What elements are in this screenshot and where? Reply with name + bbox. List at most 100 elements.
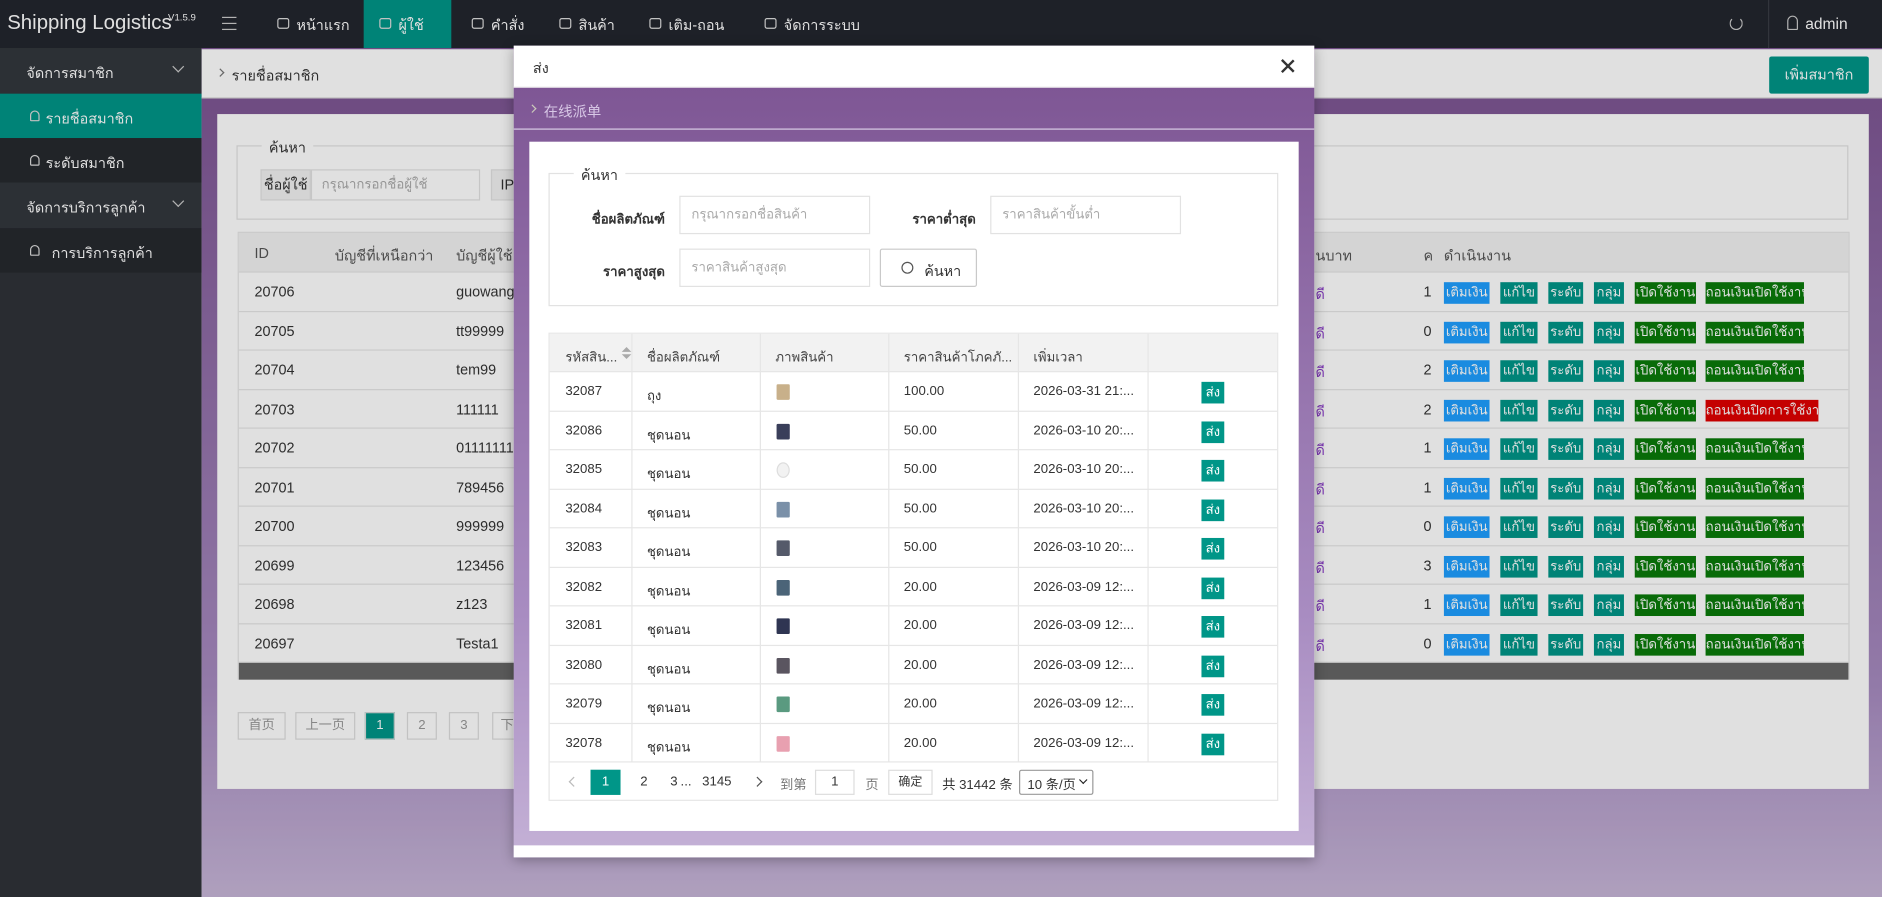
action-button[interactable]: เปิดใช้งาน <box>1634 360 1696 382</box>
nav-item[interactable]: สินค้า <box>544 0 635 48</box>
sidebar-group[interactable]: จัดการสมาชิก <box>0 48 202 94</box>
field-input[interactable]: ราคาสินค้าสูงสุด <box>679 248 871 287</box>
action-button[interactable]: ระดับ <box>1548 594 1584 617</box>
action-button[interactable]: เติมเงิน <box>1443 555 1490 577</box>
action-button[interactable]: กลุ่ม <box>1593 594 1624 617</box>
add-member-button[interactable]: เพิ่มสมาชิก <box>1769 56 1869 94</box>
last-page[interactable]: 3145 <box>702 774 732 789</box>
withdraw-button[interactable]: ถอนเงินปิดการใช้งาน <box>1705 399 1828 421</box>
action-button[interactable]: กลุ่ม <box>1593 321 1624 343</box>
send-button[interactable]: ส่ง <box>1201 616 1225 638</box>
sidebar-group[interactable]: จัดการบริการลูกค้า <box>0 182 202 229</box>
username-input[interactable]: กรุณากรอกชื่อผู้ใช้ <box>310 169 481 201</box>
withdraw-button[interactable]: ถอนเงินเปิดใช้งาน <box>1705 360 1810 382</box>
withdraw-button[interactable]: ถอนเงินเปิดใช้งาน <box>1705 438 1810 460</box>
action-button[interactable]: เติมเงิน <box>1443 477 1490 499</box>
withdraw-button[interactable]: ถอนเงินเปิดใช้งาน <box>1705 282 1810 304</box>
page-button[interactable]: 2 <box>640 774 648 789</box>
send-button[interactable]: ส่ง <box>1201 655 1225 677</box>
action-button[interactable]: แก้ไข <box>1500 633 1538 656</box>
action-button[interactable]: ระดับ <box>1548 555 1584 577</box>
action-button[interactable]: กลุ่ม <box>1593 438 1624 460</box>
action-button[interactable]: เปิดใช้งาน <box>1634 516 1696 538</box>
refresh-button[interactable] <box>1729 16 1743 31</box>
withdraw-button[interactable]: ถอนเงินเปิดใช้งาน <box>1705 594 1810 617</box>
action-button[interactable]: ระดับ <box>1548 516 1584 538</box>
nav-item[interactable]: จัดการระบบ <box>749 0 869 48</box>
action-button[interactable]: แก้ไข <box>1500 321 1538 343</box>
withdraw-button[interactable]: ถอนเงินเปิดใช้งาน <box>1705 477 1810 499</box>
action-button[interactable]: ระดับ <box>1548 633 1584 656</box>
action-button[interactable]: เปิดใช้งาน <box>1634 633 1696 656</box>
action-button[interactable]: เปิดใช้งาน <box>1634 399 1696 421</box>
nav-item[interactable]: ผู้ใช้ <box>363 0 452 49</box>
action-button[interactable]: เติมเงิน <box>1443 282 1490 304</box>
action-button[interactable]: แก้ไข <box>1500 438 1538 460</box>
action-button[interactable]: เติมเงิน <box>1443 321 1490 343</box>
confirm-button[interactable]: 确定 <box>888 769 933 795</box>
next-arrow[interactable] <box>752 776 763 787</box>
sidebar-item[interactable]: รายชื่อสมาชิก <box>0 93 202 139</box>
page-button[interactable]: 2 <box>406 712 437 740</box>
action-button[interactable]: เติมเงิน <box>1443 438 1490 460</box>
field-input[interactable]: ราคาสินค้าขั้นต่ำ <box>990 195 1182 235</box>
withdraw-button[interactable]: ถอนเงินเปิดใช้งาน <box>1705 516 1810 538</box>
action-button[interactable]: แก้ไข <box>1500 399 1538 421</box>
sidebar-item[interactable]: การบริการลูกค้า <box>0 228 202 273</box>
action-button[interactable]: แก้ไข <box>1500 594 1538 617</box>
field-input[interactable]: กรุณากรอกชื่อสินค้า <box>679 195 871 235</box>
nav-item[interactable]: คำสั่ง <box>456 0 535 48</box>
page-button[interactable]: 1 <box>364 712 395 740</box>
send-button[interactable]: ส่ง <box>1201 694 1225 716</box>
withdraw-button[interactable]: ถอนเงินเปิดใช้งาน <box>1705 555 1810 577</box>
nav-item[interactable]: หน้าแรก <box>262 0 362 48</box>
action-button[interactable]: เปิดใช้งาน <box>1634 438 1696 460</box>
action-button[interactable]: ระดับ <box>1548 360 1584 382</box>
close-button[interactable] <box>1279 58 1296 75</box>
action-button[interactable]: ระดับ <box>1548 399 1584 421</box>
action-button[interactable]: ระดับ <box>1548 477 1584 499</box>
search-button[interactable]: ค้นหา <box>879 248 978 287</box>
action-button[interactable]: เปิดใช้งาน <box>1634 477 1696 499</box>
action-button[interactable]: แก้ไข <box>1500 555 1538 577</box>
action-button[interactable]: แก้ไข <box>1500 360 1538 382</box>
action-button[interactable]: ระดับ <box>1548 321 1584 343</box>
withdraw-button[interactable]: ถอนเงินเปิดใช้งาน <box>1705 633 1810 656</box>
user-menu[interactable]: admin <box>1784 0 1868 48</box>
action-button[interactable]: เปิดใช้งาน <box>1634 555 1696 577</box>
action-button[interactable]: เติมเงิน <box>1443 399 1490 421</box>
action-button[interactable]: กลุ่ม <box>1593 633 1624 656</box>
withdraw-button[interactable]: ถอนเงินเปิดใช้งาน <box>1705 321 1810 343</box>
page-button[interactable]: 3 <box>448 712 479 740</box>
action-button[interactable]: กลุ่ม <box>1593 516 1624 538</box>
action-button[interactable]: กลุ่ม <box>1593 360 1624 382</box>
action-button[interactable]: กลุ่ม <box>1593 555 1624 577</box>
action-button[interactable]: กลุ่ม <box>1593 477 1624 499</box>
page-button[interactable]: 1 <box>590 769 621 795</box>
nav-item[interactable]: เติม-ถอน <box>634 0 742 48</box>
page-button[interactable]: 首页 <box>237 712 286 740</box>
action-button[interactable]: เติมเงิน <box>1443 594 1490 617</box>
page-size-select[interactable]: 10 条/页 <box>1019 769 1094 795</box>
send-button[interactable]: ส่ง <box>1201 576 1225 599</box>
goto-input[interactable]: 1 <box>814 769 855 795</box>
action-button[interactable]: แก้ไข <box>1500 282 1538 304</box>
page-button[interactable]: 上一页 <box>295 712 356 740</box>
action-button[interactable]: เปิดใช้งาน <box>1634 282 1696 304</box>
send-button[interactable]: ส่ง <box>1201 537 1225 560</box>
action-button[interactable]: แก้ไข <box>1500 477 1538 499</box>
send-button[interactable]: ส่ง <box>1201 459 1225 482</box>
action-button[interactable]: กลุ่ม <box>1593 282 1624 304</box>
menu-toggle[interactable] <box>222 16 237 31</box>
action-button[interactable]: เปิดใช้งาน <box>1634 321 1696 343</box>
send-button[interactable]: ส่ง <box>1201 733 1225 755</box>
action-button[interactable]: เติมเงิน <box>1443 516 1490 538</box>
action-button[interactable]: ระดับ <box>1548 282 1584 304</box>
action-button[interactable]: แก้ไข <box>1500 516 1538 538</box>
action-button[interactable]: เติมเงิน <box>1443 360 1490 382</box>
action-button[interactable]: เติมเงิน <box>1443 633 1490 656</box>
prev-arrow[interactable] <box>568 776 579 787</box>
send-button[interactable]: ส่ง <box>1201 498 1225 521</box>
sidebar-item[interactable]: ระดับสมาชิก <box>0 138 202 183</box>
send-button[interactable]: ส่ง <box>1201 420 1225 443</box>
